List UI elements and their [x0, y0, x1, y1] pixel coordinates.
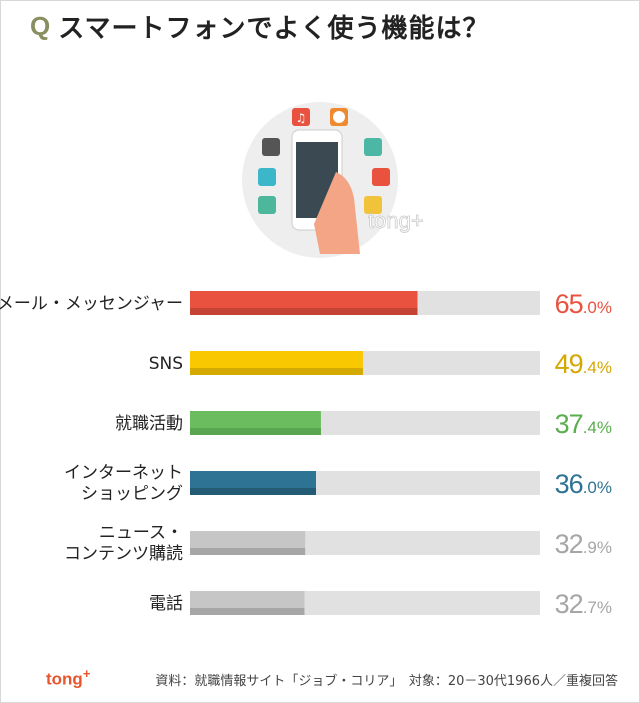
category-label: 就職活動: [115, 414, 183, 434]
smartphone-illustration: ♫ tong+: [242, 102, 424, 258]
tong-logo: tong+: [46, 666, 91, 689]
music-app-icon: [292, 108, 310, 126]
category-label: SNS: [149, 354, 183, 374]
question-mark-label: Q: [30, 10, 51, 41]
value-label: 65.0%: [555, 289, 612, 319]
bar-shade: [190, 308, 418, 315]
chart-title: Q スマートフォンでよく使う機能は？: [30, 6, 489, 46]
title-text: スマートフォンでよく使う機能は？: [58, 13, 490, 44]
bar-shade: [190, 368, 363, 375]
bar-shade: [190, 488, 316, 495]
video-app-icon: [372, 168, 390, 186]
bar-shade: [190, 608, 305, 615]
bar-shade: [190, 548, 306, 555]
category-label: 電話: [149, 594, 183, 614]
category-label: ニュース・コンテンツ購読: [64, 523, 183, 564]
value-label: 32.9%: [555, 529, 612, 559]
source-note: 資料：就職情報サイト「ジョブ・コリア」 対象：20－30代1966人／重複回答: [155, 674, 618, 689]
category-label: インターネットショッピング: [64, 463, 183, 504]
cloud-app-icon: [258, 168, 276, 186]
mail-app-icon: [364, 196, 382, 214]
category-label: メール・メッセンジャー: [0, 294, 183, 314]
bar-shade: [190, 428, 321, 435]
hand-shape: [314, 172, 360, 254]
camera-app-icon: [262, 138, 280, 156]
phone-app-icon: [258, 196, 276, 214]
value-label: 32.7%: [555, 589, 612, 619]
map-app-icon: [364, 138, 382, 156]
value-label: 49.4%: [555, 349, 612, 379]
watermark: tong+: [368, 208, 424, 233]
value-label: 37.4%: [555, 409, 612, 439]
svg-text:♫: ♫: [296, 111, 307, 125]
value-label: 36.0%: [555, 469, 612, 499]
